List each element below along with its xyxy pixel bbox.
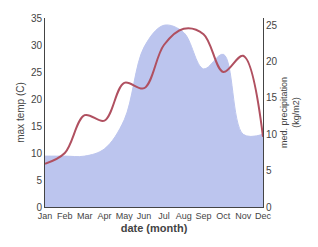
svg-text:25: 25 xyxy=(266,20,278,31)
svg-text:Nov: Nov xyxy=(235,211,252,221)
svg-text:Feb: Feb xyxy=(57,211,73,221)
svg-text:Mar: Mar xyxy=(77,211,93,221)
svg-text:30: 30 xyxy=(31,40,43,51)
svg-text:Aug: Aug xyxy=(176,211,192,221)
svg-text:25: 25 xyxy=(31,67,43,78)
svg-text:date (month): date (month) xyxy=(121,222,188,234)
svg-text:5: 5 xyxy=(36,175,42,186)
svg-text:35: 35 xyxy=(31,13,43,24)
svg-text:15: 15 xyxy=(266,92,278,103)
svg-text:Oct: Oct xyxy=(216,211,231,221)
svg-text:5: 5 xyxy=(266,165,272,176)
svg-text:20: 20 xyxy=(266,56,278,67)
svg-text:0: 0 xyxy=(36,202,42,213)
svg-text:Dec: Dec xyxy=(255,211,272,221)
svg-text:May: May xyxy=(116,211,134,221)
svg-text:Jun: Jun xyxy=(137,211,152,221)
svg-text:med. precipitation(kg/m2): med. precipitation(kg/m2) xyxy=(279,77,301,148)
svg-text:20: 20 xyxy=(31,94,43,105)
svg-text:15: 15 xyxy=(31,121,43,132)
svg-text:Jan: Jan xyxy=(38,211,53,221)
svg-text:max temp (C): max temp (C) xyxy=(15,82,26,143)
svg-text:Jul: Jul xyxy=(158,211,170,221)
svg-text:10: 10 xyxy=(31,148,43,159)
svg-text:0: 0 xyxy=(266,202,272,213)
svg-text:10: 10 xyxy=(266,129,278,140)
svg-text:Apr: Apr xyxy=(97,211,111,221)
svg-text:Sep: Sep xyxy=(196,211,212,221)
